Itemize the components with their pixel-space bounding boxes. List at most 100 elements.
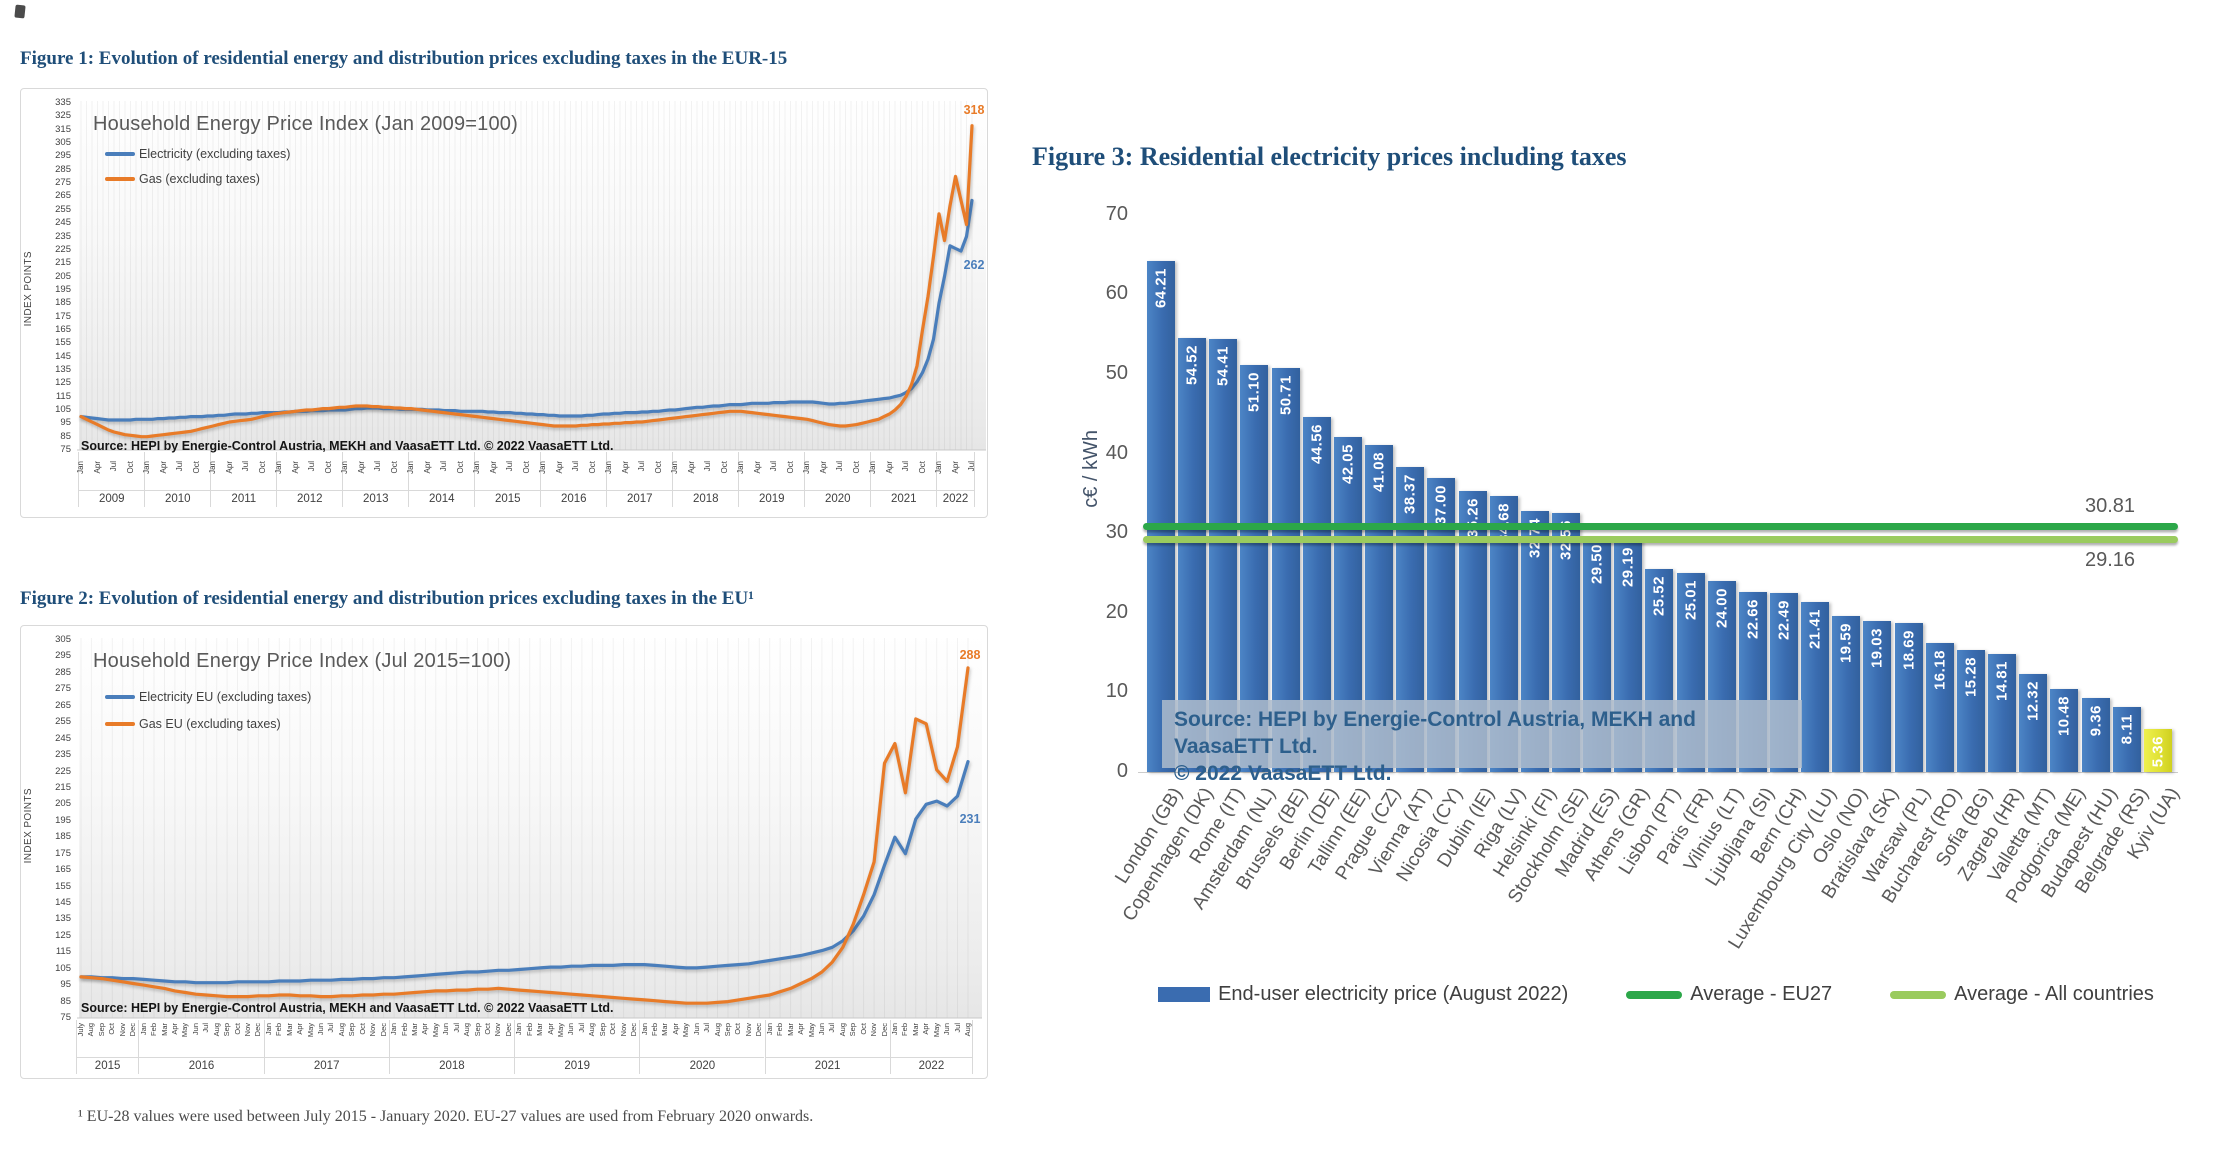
bar: 64.21 bbox=[1147, 260, 1175, 772]
y-tick-label: 165 bbox=[55, 864, 71, 876]
bar-value-label: 10.48 bbox=[2055, 695, 2073, 736]
month-tick-label: Mar bbox=[159, 1023, 169, 1036]
month-tick-label: Apr bbox=[290, 461, 300, 474]
month-tick-label: Dec bbox=[879, 1023, 889, 1037]
month-tick-label: Jun bbox=[441, 1023, 451, 1036]
month-tick-label: Jul bbox=[451, 1023, 461, 1033]
month-tick-label: Apr bbox=[356, 461, 366, 474]
gas-line bbox=[79, 124, 974, 439]
y-tick-label: 20 bbox=[1105, 600, 1128, 623]
y-tick-label: 75 bbox=[60, 1012, 71, 1023]
y-tick-label: 215 bbox=[55, 257, 71, 269]
figure3-heading: Figure 3: Residential electricity prices… bbox=[1032, 142, 1627, 171]
electricity-eu-line-swatch bbox=[105, 695, 135, 699]
year-cell: 2017 bbox=[263, 1020, 389, 1074]
y-tick-label: 135 bbox=[55, 913, 71, 925]
y-tick-label: 135 bbox=[55, 363, 71, 375]
year-cell: 2011 bbox=[210, 452, 277, 507]
y-tick-label: 255 bbox=[55, 203, 71, 215]
series-end-label: 262 bbox=[963, 258, 985, 273]
y-tick-label: 265 bbox=[55, 190, 71, 202]
series-end-label: 288 bbox=[959, 647, 981, 662]
month-tick-label: Apr bbox=[158, 461, 168, 474]
month-tick-label: Nov bbox=[618, 1023, 628, 1037]
legend-label-electricity: Electricity (excluding taxes) bbox=[139, 147, 291, 161]
month-tick-label: Oct bbox=[733, 1023, 743, 1035]
month-tick-label: Oct bbox=[257, 461, 267, 474]
y-tick-label: 305 bbox=[55, 634, 71, 645]
figure3-source-line2: © 2022 VaasaETT Ltd. bbox=[1174, 761, 1392, 785]
month-tick-label: Mar bbox=[284, 1023, 294, 1036]
month-tick-label: Jul bbox=[967, 461, 976, 472]
electricity-line bbox=[79, 760, 970, 985]
bar-value-label: 21.41 bbox=[1806, 608, 1824, 649]
month-tick-label: Jan bbox=[736, 461, 745, 474]
bar-value-label: 15.28 bbox=[1962, 657, 1980, 698]
bar-value-label: 44.56 bbox=[1308, 424, 1326, 465]
year-label: 2015 bbox=[76, 1057, 139, 1074]
month-tick-label: Apr bbox=[796, 1023, 805, 1035]
year-cell: 2021 bbox=[764, 1020, 890, 1074]
month-tick-label: Jan bbox=[670, 461, 679, 474]
bar-value-label: 50.71 bbox=[1277, 375, 1295, 416]
figure2-source: Source: HEPI by Energie-Control Austria,… bbox=[81, 1001, 614, 1015]
year-label: 2010 bbox=[145, 490, 211, 507]
year-cell: 2019 bbox=[514, 1020, 640, 1074]
bar-value-label: 25.01 bbox=[1682, 579, 1699, 620]
year-cell: 2022 bbox=[936, 452, 975, 507]
bar-value-label: 18.69 bbox=[1900, 630, 1918, 671]
month-tick-label: Jun bbox=[942, 1023, 952, 1036]
month-tick-label: Mar bbox=[910, 1023, 920, 1036]
legend-label-gas-eu: Gas EU (excluding taxes) bbox=[139, 717, 281, 731]
y-tick-label: 0 bbox=[1116, 760, 1128, 782]
y-tick-label: 155 bbox=[55, 880, 71, 892]
year-label: 2022 bbox=[937, 490, 974, 507]
month-tick-label: Jan bbox=[538, 461, 547, 474]
figure3-source-box: Source: HEPI by Energie-Control Austria,… bbox=[1162, 700, 1802, 785]
month-tick-label: Jul bbox=[576, 1023, 586, 1033]
bar-value-label: 22.66 bbox=[1744, 598, 1762, 639]
y-tick-label: 245 bbox=[55, 217, 71, 229]
year-cell: 2018 bbox=[388, 1020, 514, 1074]
y-tick-label: 115 bbox=[55, 390, 71, 402]
y-tick-label: 125 bbox=[55, 929, 71, 941]
month-tick-label: Jan bbox=[208, 461, 217, 474]
month-tick-label: Jul bbox=[109, 461, 118, 472]
legend-item-gas-eu: Gas EU (excluding taxes) bbox=[105, 717, 311, 731]
y-tick-label: 255 bbox=[55, 716, 71, 728]
month-tick-label: Apr bbox=[620, 461, 630, 474]
month-tick-label: Jul bbox=[835, 461, 844, 472]
year-cell: 2021 bbox=[870, 452, 937, 507]
month-tick-label: Feb bbox=[524, 1023, 534, 1036]
series-end-label: 318 bbox=[963, 102, 985, 117]
year-label: 2016 bbox=[541, 490, 607, 507]
month-tick-label: Oct bbox=[719, 461, 729, 474]
y-tick-label: 10 bbox=[1105, 680, 1128, 703]
y-tick-label: 275 bbox=[55, 177, 71, 189]
y-tick-label: 85 bbox=[60, 430, 71, 442]
bar: 16.18 bbox=[1925, 643, 1954, 772]
bar-value-label: 29.50 bbox=[1588, 544, 1606, 585]
month-tick-label: Apr bbox=[818, 461, 828, 474]
month-tick-label: Jan bbox=[340, 461, 349, 474]
year-cell: 2010 bbox=[144, 452, 211, 507]
gas-eu-line-swatch bbox=[105, 722, 135, 726]
month-tick-label: Apr bbox=[554, 461, 564, 474]
y-tick-label: 225 bbox=[55, 765, 71, 777]
year-label: 2013 bbox=[343, 490, 409, 507]
y-tick-label: 70 bbox=[1105, 202, 1128, 225]
month-tick-label: Mar bbox=[785, 1023, 795, 1036]
figure1-plot-svg bbox=[77, 101, 986, 451]
month-tick-label: Jun bbox=[316, 1023, 325, 1036]
month-tick-label: Sep bbox=[597, 1023, 607, 1037]
average-eu27-value-label: 30.81 bbox=[2084, 495, 2136, 518]
average-all-countries-line bbox=[1143, 536, 2178, 544]
year-cell: 2016 bbox=[138, 1020, 264, 1074]
y-tick-label: 145 bbox=[55, 897, 71, 908]
month-tick-label: Jan bbox=[472, 461, 481, 474]
bar-value-label: 54.41 bbox=[1214, 345, 1232, 386]
bar-value-label: 64.21 bbox=[1152, 267, 1170, 308]
month-tick-label: Sep bbox=[472, 1023, 482, 1037]
month-tick-label: Jul bbox=[702, 1023, 712, 1033]
month-tick-label: Aug bbox=[462, 1023, 472, 1037]
